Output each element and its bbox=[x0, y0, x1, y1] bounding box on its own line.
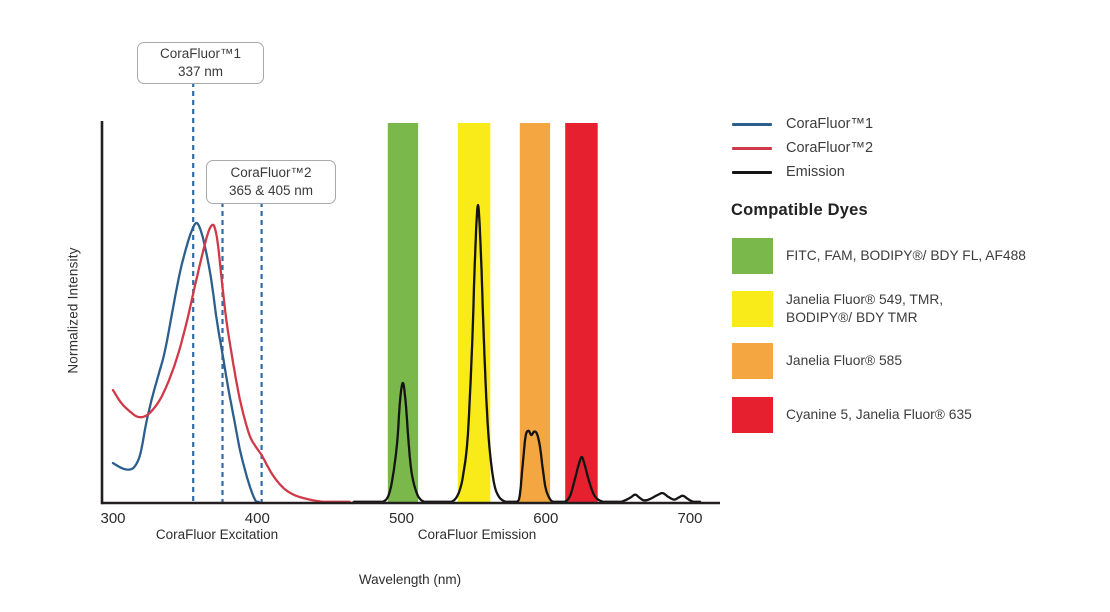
legend-item-label: Emission bbox=[786, 164, 845, 180]
dye-color-swatch-orange bbox=[732, 343, 773, 379]
x-tick-label: 600 bbox=[533, 510, 558, 527]
annotation-box-corafluor2: CoraFluor™2 365 & 405 nm bbox=[206, 160, 336, 204]
dye-item-label: Janelia Fluor® 585 bbox=[786, 353, 903, 368]
dye-color-swatch-yellow bbox=[732, 291, 773, 327]
annotation-value: 337 nm bbox=[177, 64, 224, 79]
legend-item-corafluor2: CoraFluor™2 bbox=[732, 136, 873, 160]
legend-line-swatch bbox=[732, 122, 772, 126]
legend-line-swatch bbox=[732, 146, 772, 150]
annotation-title: CoraFluor™2 bbox=[230, 165, 312, 180]
dye-band-green bbox=[387, 123, 419, 503]
dye-color-swatch-green bbox=[732, 238, 773, 274]
dye-item-yellow: Janelia Fluor® 549, TMR, BODIPY®/ BDY TM… bbox=[732, 291, 943, 327]
legend-line-swatch bbox=[732, 170, 772, 174]
dye-band-red bbox=[565, 123, 598, 503]
x-tick-label: 300 bbox=[100, 510, 125, 527]
dye-item-label: Janelia Fluor® 549, TMR, BODIPY®/ BDY TM… bbox=[786, 292, 944, 325]
legend-item-label: CoraFluor™1 bbox=[786, 116, 874, 132]
annotation-title: CoraFluor™1 bbox=[159, 46, 242, 61]
dye-item-orange: Janelia Fluor® 585 bbox=[732, 343, 902, 379]
dye-item-green: FITC, FAM, BODIPY®/ BDY FL, AF488 bbox=[732, 238, 1026, 274]
dye-item-red: Cyanine 5, Janelia Fluor® 635 bbox=[732, 397, 972, 433]
spectra-chart: 300 400 500 600 700 bbox=[100, 82, 720, 527]
x-axis-group-label-excitation: CoraFluor Excitation bbox=[155, 527, 279, 542]
dye-color-swatch-red bbox=[732, 397, 773, 433]
x-tick-label: 700 bbox=[677, 510, 702, 527]
legend-item-corafluor1: CoraFluor™1 bbox=[732, 112, 873, 136]
legend-item-label: CoraFluor™2 bbox=[786, 140, 874, 156]
curve-emission bbox=[351, 203, 702, 505]
curve-corafluor-2 bbox=[111, 223, 351, 503]
dye-item-label: FITC, FAM, BODIPY®/ BDY FL, AF488 bbox=[786, 248, 1026, 263]
x-axis-group-label-emission: CoraFluor Emission bbox=[417, 527, 537, 542]
dye-item-label: Cyanine 5, Janelia Fluor® 635 bbox=[786, 407, 972, 422]
annotation-box-corafluor1: CoraFluor™1 337 nm bbox=[137, 42, 264, 84]
curve-corafluor-1 bbox=[111, 221, 260, 503]
compatible-dyes-heading: Compatible Dyes bbox=[731, 201, 868, 219]
annotation-value: 365 & 405 nm bbox=[228, 183, 314, 198]
x-tick-label: 500 bbox=[389, 510, 414, 527]
x-tick-label: 400 bbox=[245, 510, 270, 527]
y-axis-label: Normalized Intensity bbox=[65, 247, 81, 374]
x-axis-title: Wavelength (nm) bbox=[358, 572, 462, 587]
legend-item-emission: Emission bbox=[732, 160, 845, 184]
